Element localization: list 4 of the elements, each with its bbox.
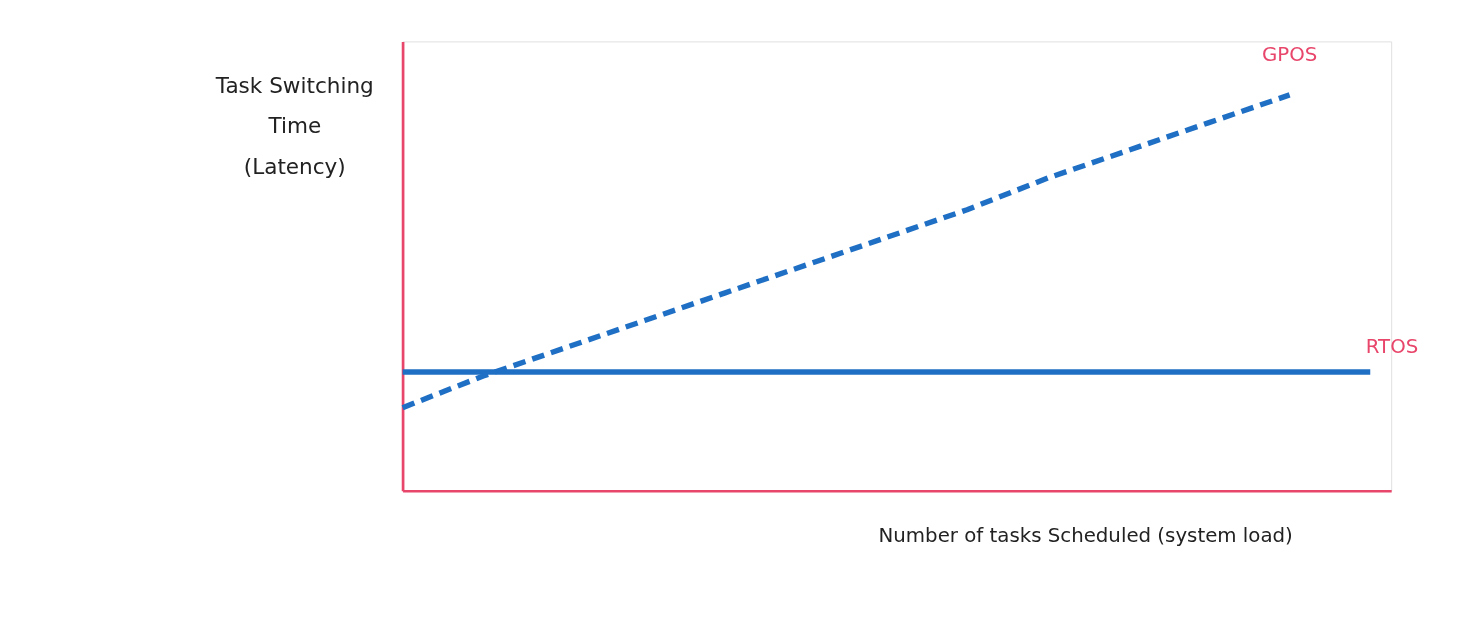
series-label: RTOS xyxy=(1365,335,1419,359)
x-axis-title: Number of tasks Scheduled (system load) xyxy=(878,524,1293,548)
series-label: GPOS xyxy=(1261,42,1318,66)
y-axis-title: Task Switching Time (Latency) xyxy=(214,72,374,179)
